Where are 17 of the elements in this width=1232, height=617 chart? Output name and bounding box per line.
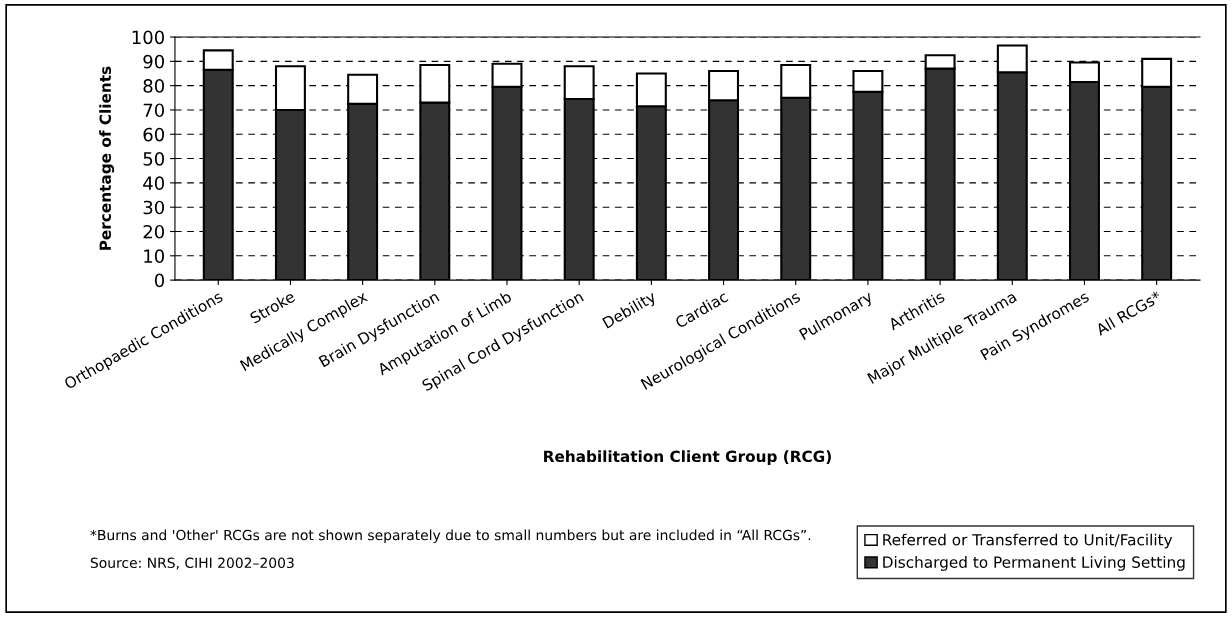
source-note: Source: NRS, CIHI 2002–2003 [90,557,294,570]
y-tick-label: 20 [143,224,165,239]
y-tick-label: 60 [143,127,165,142]
y-tick-label: 10 [144,249,165,263]
y-tick-label: 90 [143,54,165,69]
x-axis-title: Rehabilitation Client Group (RCG) [544,450,831,466]
y-tick-label: 70 [143,103,165,118]
y-axis-title: Percentage of Clients [99,66,115,250]
legend-label: Referred or Transferred to Unit/Facility [883,533,1173,549]
y-tick-label: 50 [143,152,165,166]
y-tick-label: 40 [143,176,165,190]
legend-label: Discharged to Permanent Living Setting [883,556,1185,571]
y-tick-label: 80 [143,79,165,93]
y-tick-label: 0 [154,273,165,288]
y-tick-label: 100 [132,30,165,45]
y-tick-label: 30 [143,200,165,215]
text: *Burns and 'Other' RCGs are not shown separately due to small numbers but are included in “All RCGs”. [90,529,811,543]
